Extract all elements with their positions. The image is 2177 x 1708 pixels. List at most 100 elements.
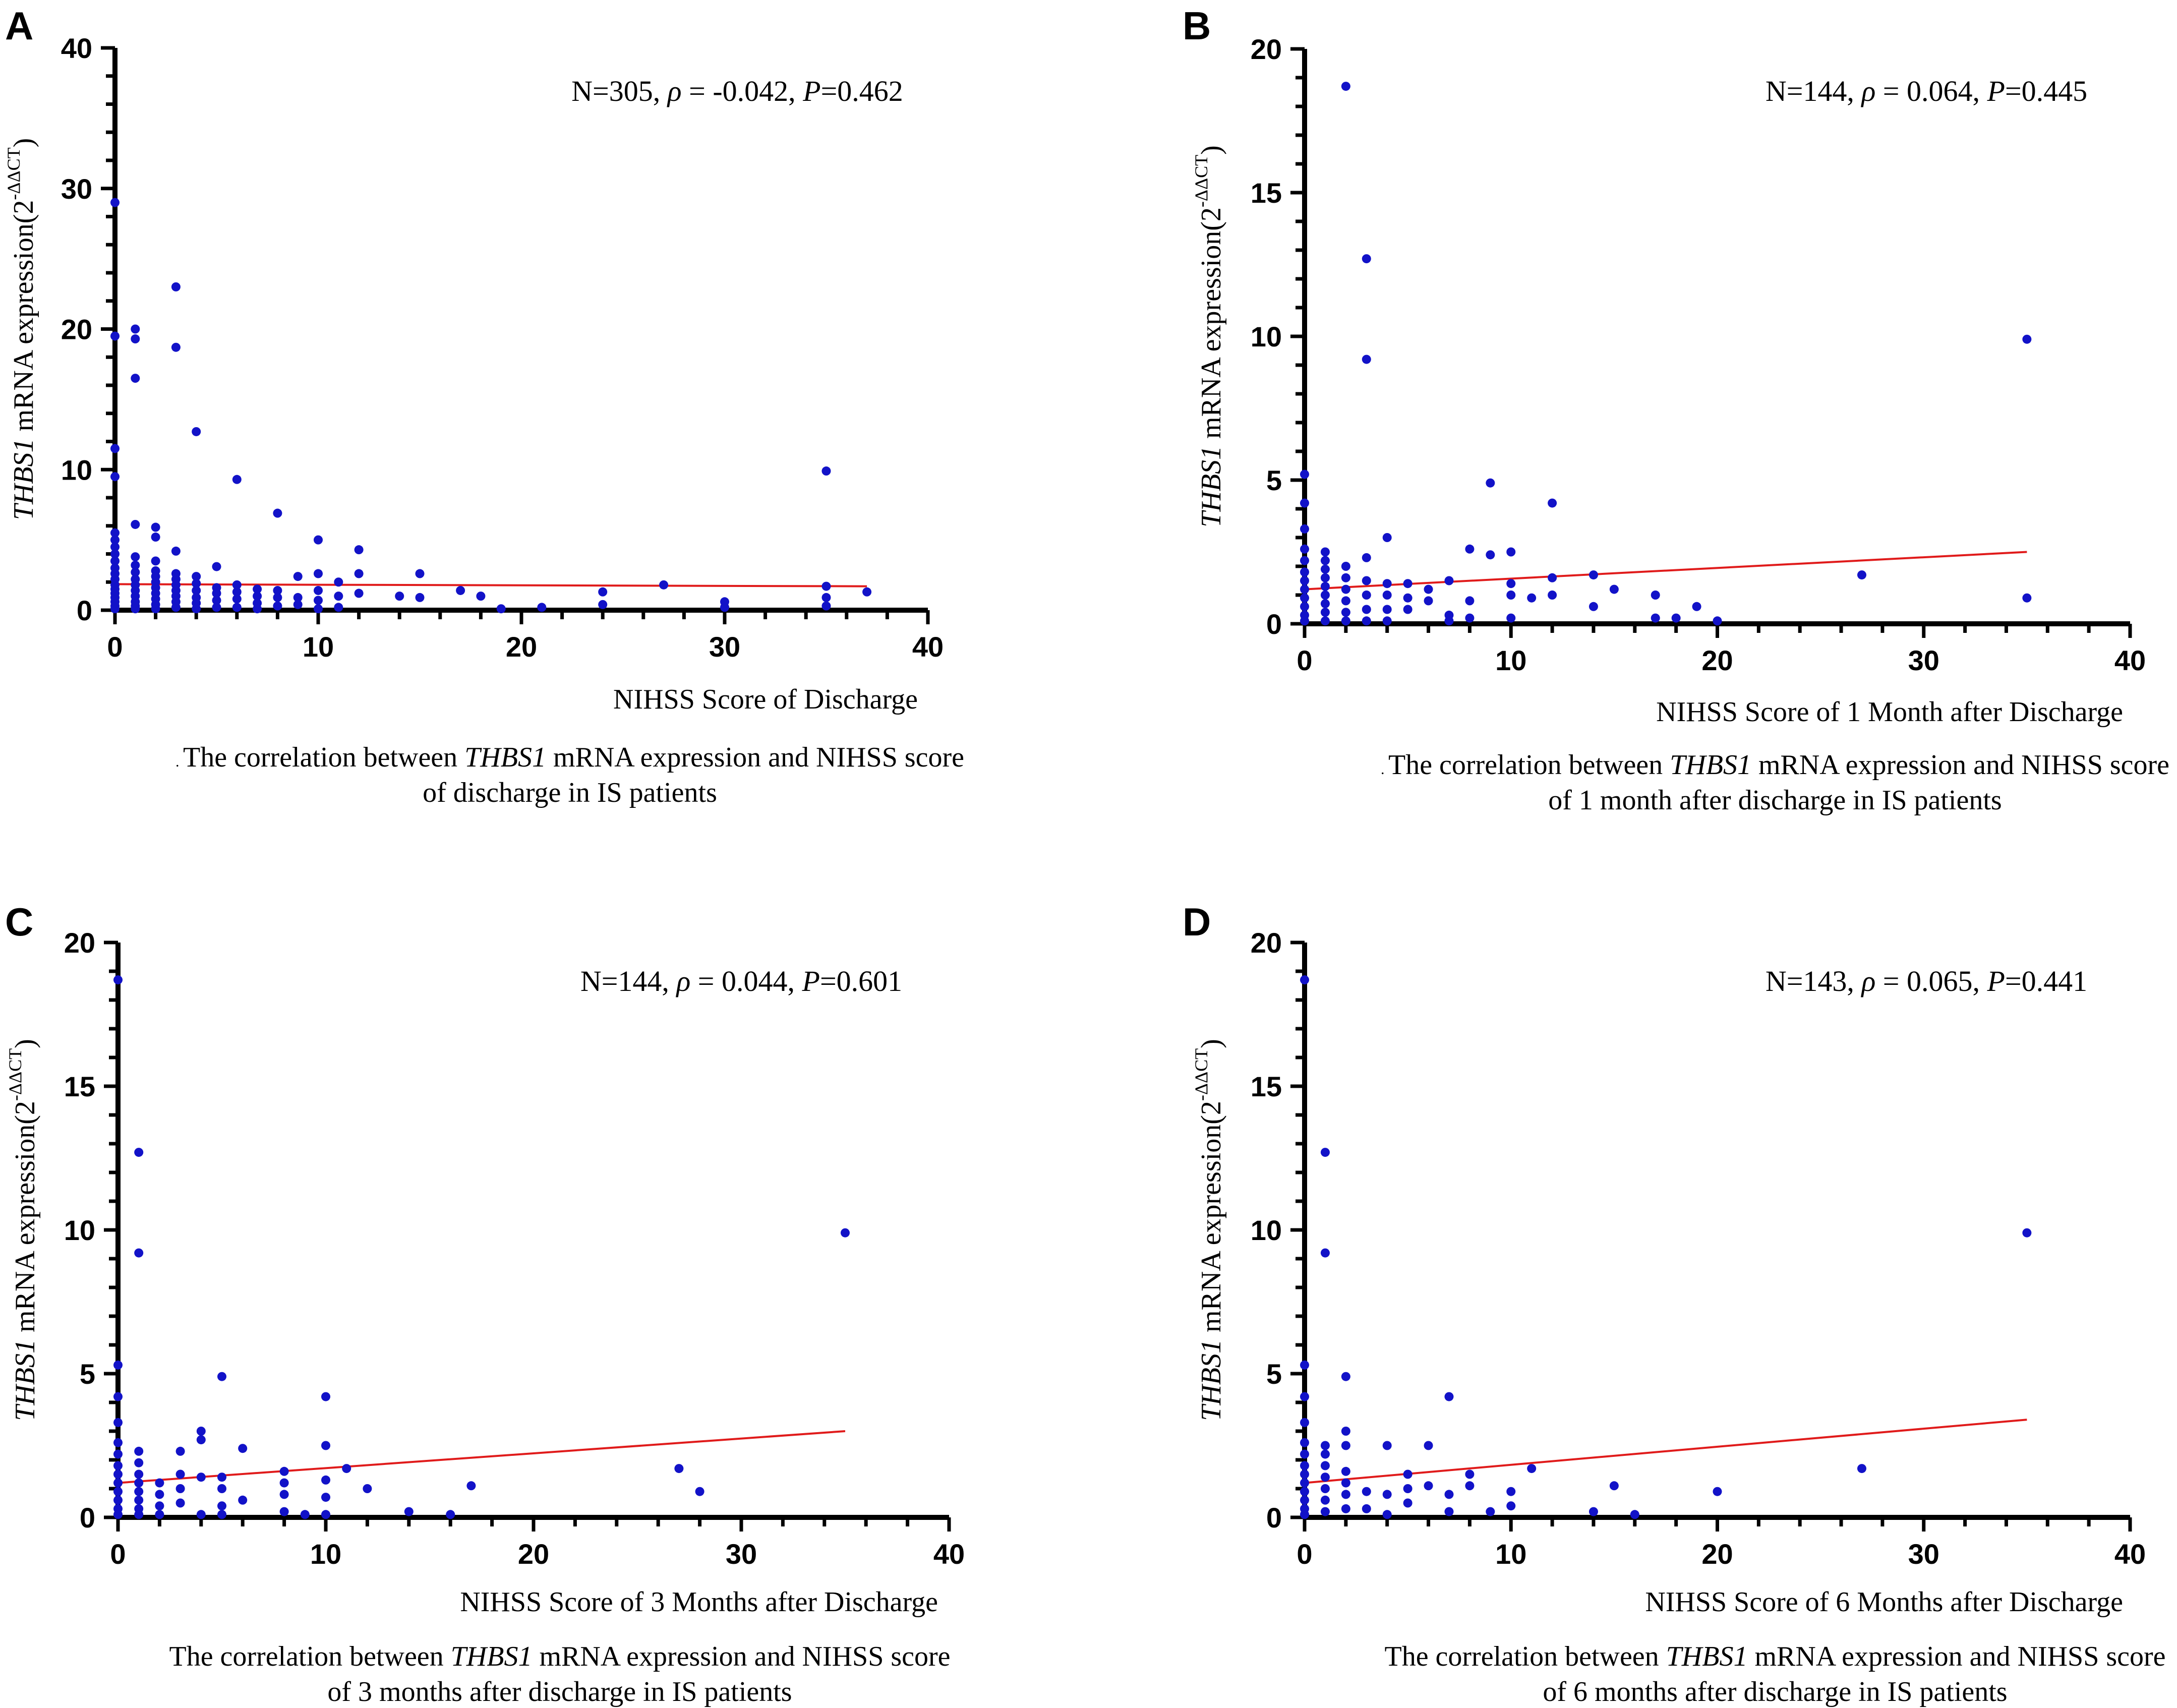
- data-point: [1403, 605, 1413, 614]
- data-point: [151, 522, 160, 532]
- data-point: [279, 1507, 289, 1516]
- y-tick-label: 15: [64, 1071, 95, 1102]
- data-point: [395, 592, 404, 601]
- data-point: [720, 603, 729, 612]
- data-point: [446, 1510, 455, 1519]
- data-point: [1506, 1487, 1516, 1496]
- data-point: [354, 588, 364, 598]
- data-point: [1424, 1441, 1433, 1450]
- data-point: [217, 1501, 226, 1511]
- data-point: [598, 587, 608, 597]
- data-point: [113, 1469, 123, 1479]
- data-point: [192, 427, 201, 436]
- data-point: [134, 1446, 144, 1456]
- x-tick-label: 0: [110, 1538, 126, 1570]
- data-point: [155, 1478, 164, 1488]
- data-point: [1300, 1461, 1309, 1470]
- data-point: [321, 1392, 330, 1401]
- data-point: [1444, 1490, 1454, 1499]
- data-point: [1320, 573, 1330, 582]
- data-point: [314, 604, 323, 614]
- y-axis-label: THBS1 mRNA expression(2-ΔΔCT): [5, 1039, 41, 1421]
- data-point: [192, 585, 201, 595]
- data-point: [232, 475, 242, 484]
- data-point: [113, 1510, 123, 1519]
- data-point: [1362, 576, 1371, 585]
- data-point: [1382, 579, 1392, 588]
- data-point: [1403, 1484, 1413, 1493]
- data-point: [279, 1490, 289, 1499]
- data-point: [1300, 1469, 1309, 1479]
- data-point: [155, 1490, 164, 1499]
- y-tick-label: 20: [1251, 927, 1282, 959]
- data-point: [110, 535, 120, 545]
- data-point: [131, 567, 140, 577]
- data-point: [1465, 544, 1475, 554]
- panel-letter: C: [5, 900, 33, 944]
- data-point: [110, 472, 120, 482]
- data-point: [134, 1478, 144, 1488]
- data-point: [110, 331, 120, 341]
- data-point: [134, 1495, 144, 1505]
- y-tick-label: 10: [1251, 321, 1282, 352]
- data-point: [131, 519, 140, 529]
- data-point: [1527, 593, 1537, 603]
- data-point: [321, 1475, 330, 1485]
- x-axis-label: NIHSS Score of 3 Months after Discharge: [460, 1586, 938, 1618]
- data-point: [1300, 1392, 1309, 1401]
- x-tick-label: 20: [518, 1538, 549, 1570]
- data-point: [273, 593, 282, 602]
- data-point: [1382, 1490, 1392, 1499]
- data-point: [1588, 1507, 1598, 1516]
- y-tick-label: 10: [61, 454, 92, 486]
- data-point: [1320, 1148, 1330, 1157]
- data-point: [1548, 498, 1557, 508]
- data-point: [1341, 608, 1350, 617]
- data-point: [110, 556, 120, 566]
- data-point: [1341, 1466, 1350, 1476]
- data-point: [192, 579, 201, 588]
- data-point: [155, 1510, 164, 1519]
- data-point: [212, 603, 221, 612]
- data-point: [1320, 599, 1330, 609]
- data-point: [253, 592, 262, 601]
- data-point: [1320, 1449, 1330, 1459]
- data-point: [300, 1510, 310, 1519]
- data-point: [1362, 553, 1371, 562]
- data-point: [273, 508, 282, 518]
- caption-line-2: of 3 months after discharge in IS patien…: [327, 1676, 792, 1707]
- x-tick-label: 10: [1495, 1538, 1526, 1570]
- caption-line-1: . The correlation between THBS1 mRNA exp…: [175, 742, 964, 773]
- x-tick-label: 30: [709, 631, 740, 663]
- y-tick-label: 0: [80, 1502, 95, 1534]
- data-point: [113, 1461, 123, 1470]
- data-point: [293, 572, 303, 581]
- data-point: [415, 569, 425, 578]
- data-point: [476, 592, 486, 601]
- data-point: [1403, 1469, 1413, 1479]
- data-point: [1588, 602, 1598, 611]
- data-point: [1382, 533, 1392, 542]
- data-point: [134, 1248, 144, 1258]
- y-tick-label: 20: [1251, 33, 1282, 65]
- data-point: [113, 1418, 123, 1427]
- data-point: [175, 1498, 185, 1508]
- data-point: [293, 600, 303, 609]
- data-point: [321, 1441, 330, 1450]
- data-point: [1609, 1481, 1619, 1491]
- x-tick-label: 20: [1701, 644, 1733, 676]
- data-point: [314, 596, 323, 605]
- data-point: [1444, 1392, 1454, 1401]
- panel-letter: D: [1183, 900, 1211, 944]
- caption-line-1: . The correlation between THBS1 mRNA exp…: [1381, 749, 2169, 781]
- data-point: [1300, 975, 1309, 985]
- data-point: [314, 585, 323, 595]
- panel-letter: B: [1183, 4, 1211, 48]
- data-point: [1506, 579, 1516, 588]
- x-tick-label: 20: [1701, 1538, 1733, 1570]
- data-point: [1382, 1441, 1392, 1450]
- data-point: [466, 1481, 476, 1491]
- data-point: [134, 1458, 144, 1467]
- x-tick-label: 0: [1297, 644, 1312, 676]
- data-point: [196, 1473, 206, 1482]
